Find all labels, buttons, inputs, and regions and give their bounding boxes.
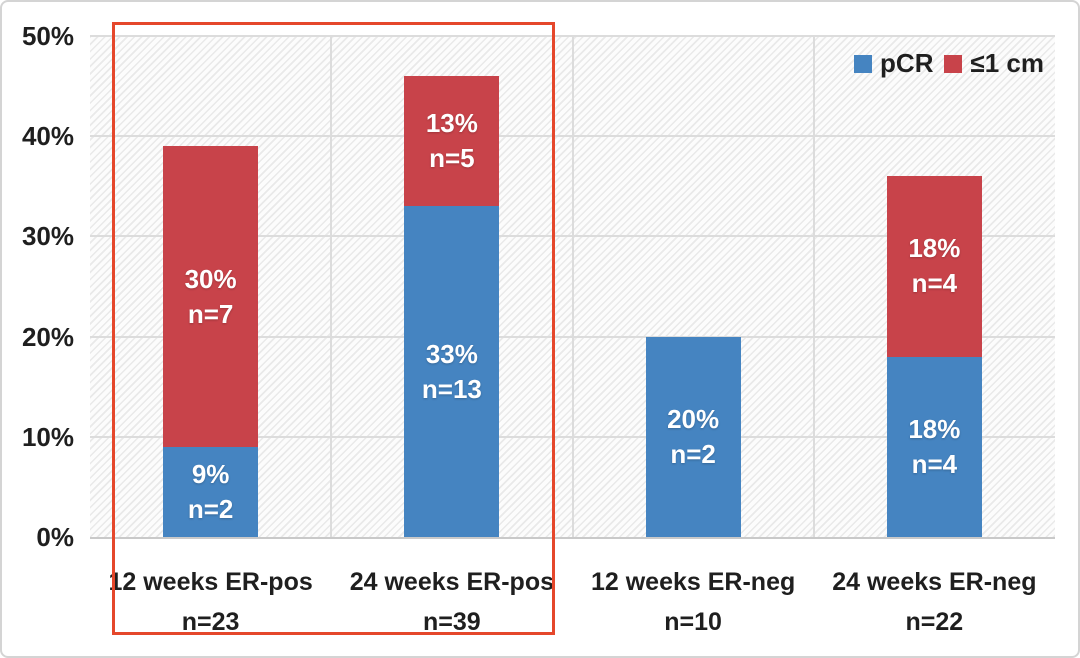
- bar-segment: 9% n=2: [163, 446, 259, 537]
- bar-count-label: n=13: [421, 373, 482, 404]
- plot-area: pCR ≤1 cm 9% n=2 30% n=7 33% n=13 13% n=5 20% n=2 1…: [90, 35, 1055, 539]
- bar-count-label: n=7: [187, 298, 234, 329]
- v-gridline: [330, 36, 333, 537]
- bar-segment: 33% n=13: [404, 206, 500, 537]
- x-category-name: 24 weeks ER-pos: [349, 568, 554, 596]
- bar-count-label: n=2: [670, 438, 716, 469]
- y-tick-label: 10%: [21, 421, 74, 452]
- legend-swatch: [944, 54, 963, 73]
- bar-segment: 13% n=5: [404, 76, 500, 207]
- bar-segment: 18% n=4: [886, 356, 982, 537]
- x-category-count: n=23: [181, 608, 240, 636]
- bar-value-label: 9%: [191, 458, 230, 489]
- x-category-label: 12 weeks ER-pos n=23: [90, 562, 331, 642]
- legend-item: pCR: [854, 48, 933, 79]
- bar-count-label: n=4: [911, 448, 958, 479]
- x-category-label: 24 weeks ER-neg n=22: [814, 562, 1055, 642]
- x-category-label: 24 weeks ER-pos n=39: [331, 562, 572, 642]
- x-axis: 12 weeks ER-pos n=23 24 weeks ER-pos n=39 12…: [90, 562, 1055, 642]
- bar-value-label: 20%: [667, 403, 720, 434]
- legend-label: pCR: [880, 48, 934, 78]
- bar-count-label: n=4: [911, 268, 958, 299]
- y-tick-label: 50%: [21, 21, 74, 51]
- legend-label: ≤1 cm: [970, 48, 1044, 78]
- y-tick-label: 40%: [21, 121, 74, 152]
- y-tick-label: 0%: [36, 522, 74, 552]
- bar-segment: 20% n=2: [645, 336, 741, 537]
- x-category-name: 24 weeks ER-neg: [832, 568, 1037, 596]
- y-tick-label: 20%: [21, 321, 74, 352]
- bar-value-label: 33%: [425, 338, 478, 369]
- y-tick-label: 30%: [21, 221, 74, 252]
- x-category-count: n=22: [905, 608, 964, 636]
- bar-segment: 30% n=7: [163, 146, 259, 447]
- bar-value-label: 18%: [908, 233, 961, 264]
- v-gridline: [571, 36, 574, 537]
- legend: pCR ≤1 cm: [854, 48, 1044, 79]
- bar-count-label: n=2: [187, 493, 234, 524]
- bar-value-label: 18%: [908, 413, 961, 444]
- bar-value-label: 13%: [425, 108, 478, 139]
- legend-item: ≤1 cm: [944, 48, 1044, 79]
- v-gridline: [812, 36, 815, 537]
- x-category-name: 12 weeks ER-pos: [108, 568, 313, 596]
- legend-swatch: [854, 54, 873, 73]
- x-category-count: n=39: [423, 608, 481, 636]
- x-category-count: n=10: [664, 608, 722, 636]
- x-category-label: 12 weeks ER-neg n=10: [573, 562, 814, 642]
- bar-value-label: 30%: [184, 263, 237, 294]
- bar-count-label: n=5: [429, 143, 475, 174]
- x-category-name: 12 weeks ER-neg: [590, 568, 796, 596]
- bar-segment: 18% n=4: [886, 176, 982, 357]
